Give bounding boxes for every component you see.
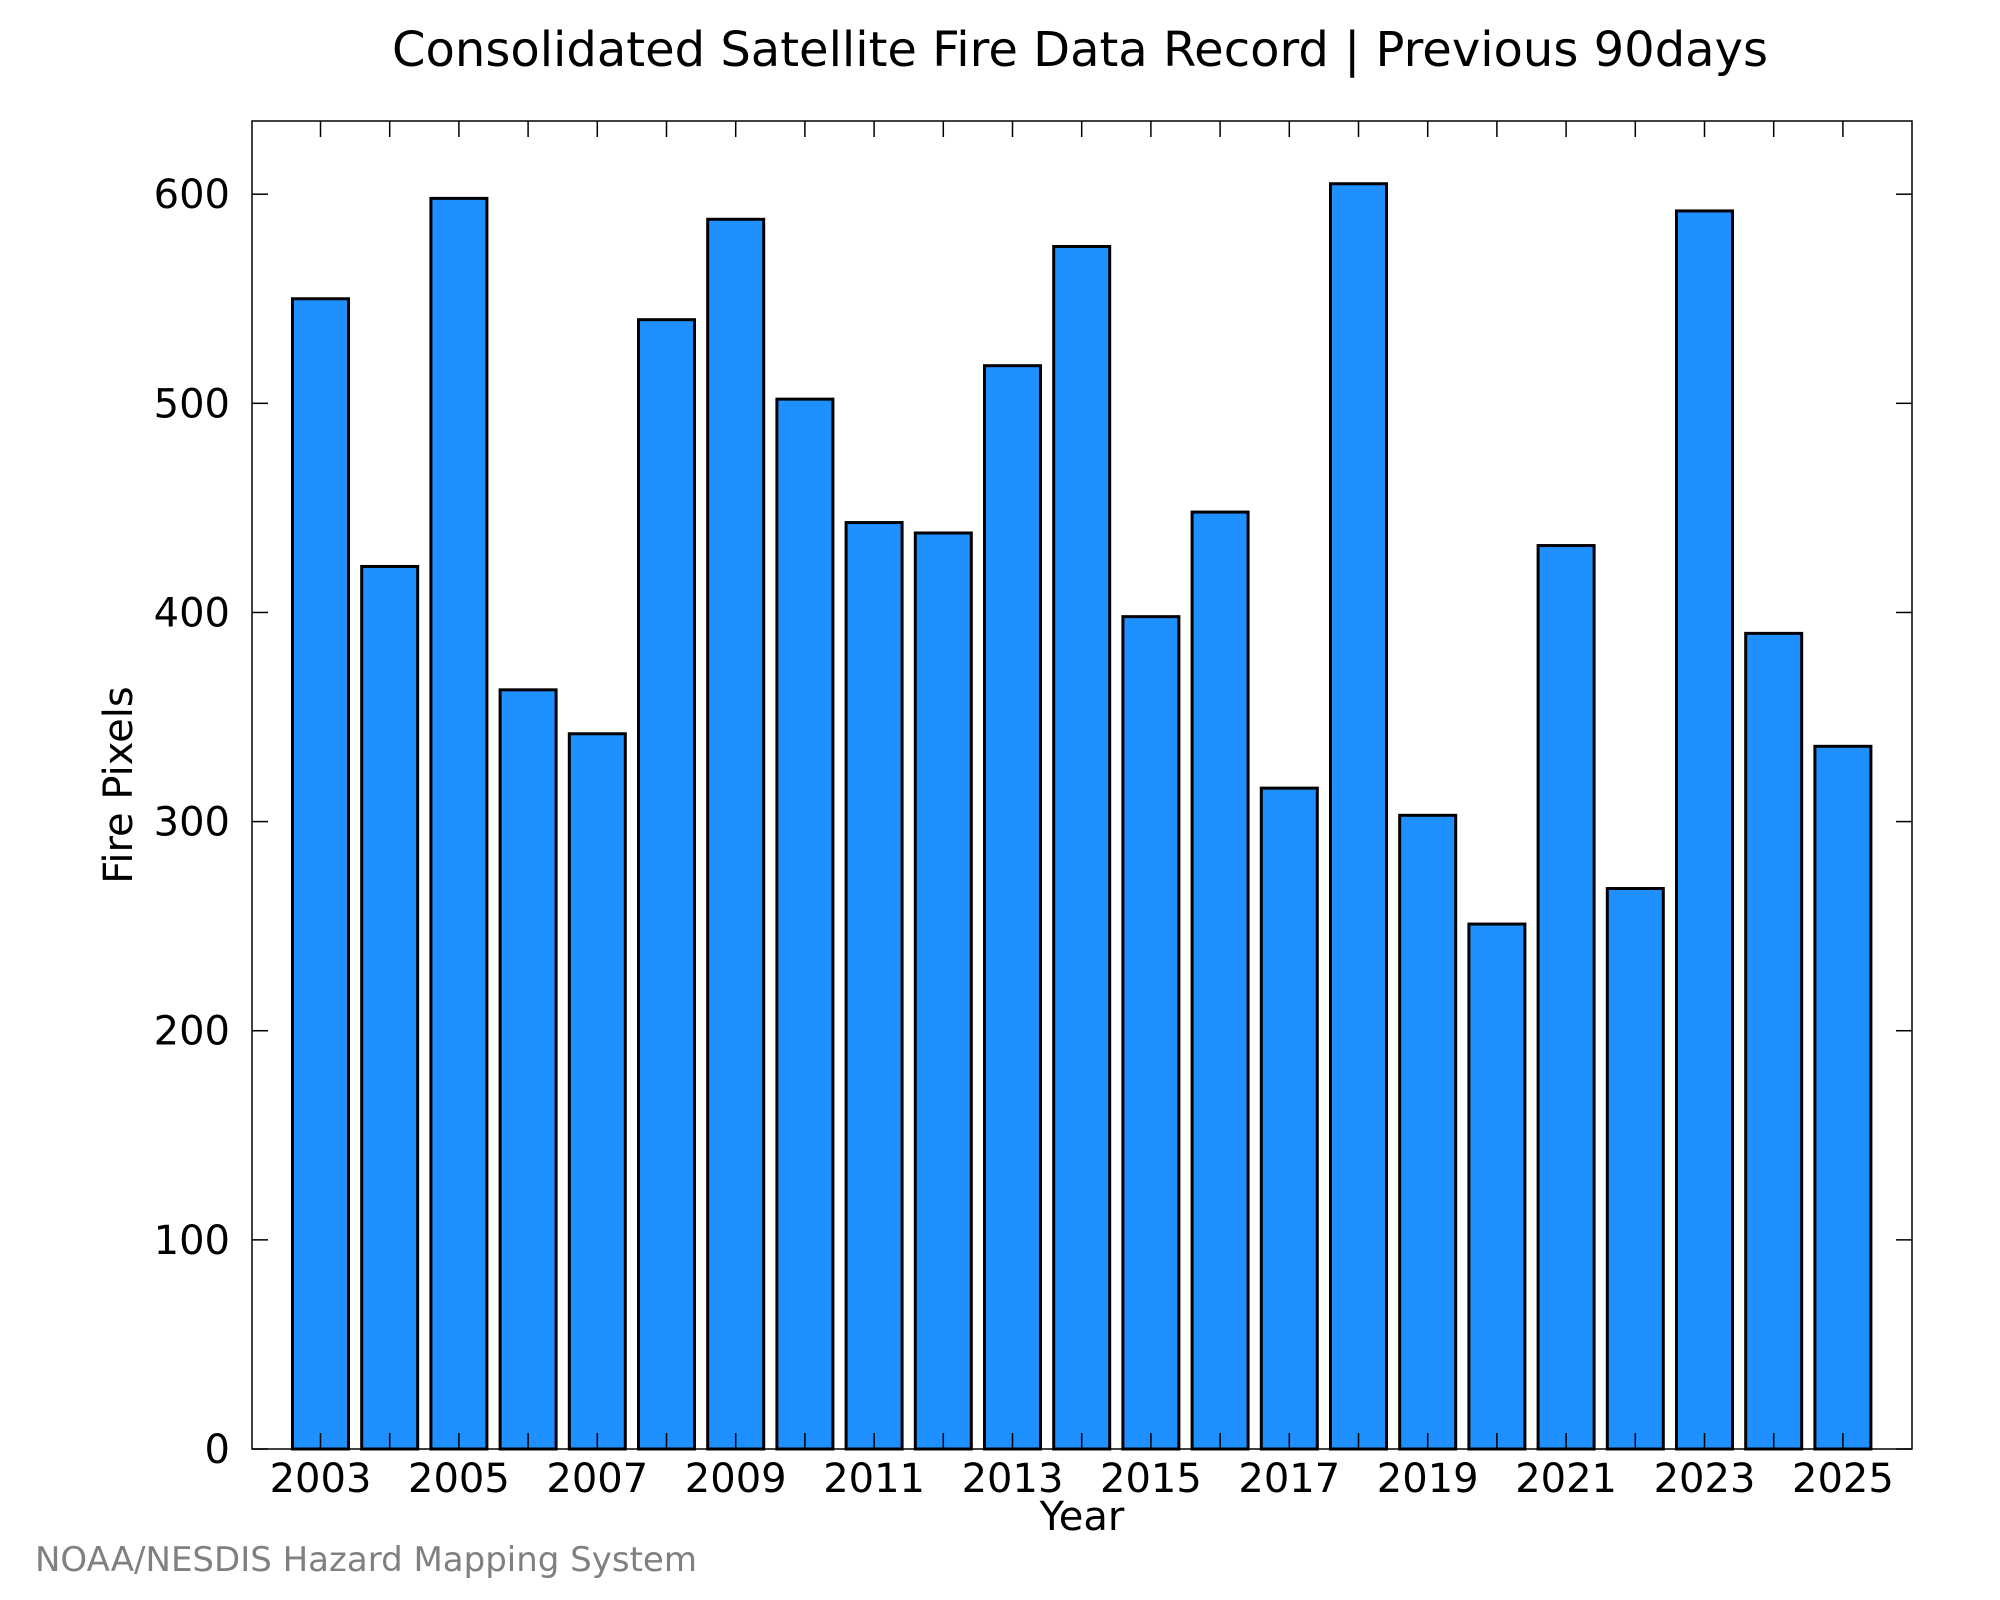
x-tick-label: 2007 — [546, 1456, 648, 1502]
bar-2006 — [498, 688, 558, 1451]
bar-2008 — [637, 318, 696, 1451]
y-tick-label: 600 — [154, 172, 230, 218]
x-tick-label: 2023 — [1654, 1456, 1756, 1502]
y-tick-label: 100 — [154, 1218, 230, 1264]
bar-2025 — [1813, 744, 1873, 1451]
x-axis-label: Year — [1039, 1494, 1125, 1540]
y-tick-label: 300 — [154, 800, 230, 846]
bar-2004 — [360, 564, 420, 1451]
bar-2010 — [775, 397, 835, 1451]
y-axis-label: Fire Pixels — [96, 686, 142, 883]
bar-2022 — [1605, 887, 1665, 1451]
x-ticks-group: 2003 2005 2007 2009 2011 2013 2015 2017 2019 2021… — [270, 121, 1894, 1502]
x-tick-label: 2015 — [1100, 1456, 1202, 1502]
bar-2018 — [1329, 182, 1388, 1451]
bar-2009 — [706, 217, 766, 1451]
bar-2019 — [1398, 813, 1458, 1451]
x-tick-label: 2005 — [408, 1456, 510, 1502]
bars-group — [291, 182, 1873, 1451]
bar-2024 — [1744, 631, 1804, 1451]
y-ticks-group: 0 100 200 300 400 500 600 — [154, 172, 1912, 1473]
bar-2012 — [913, 531, 973, 1451]
bar-2015 — [1121, 615, 1181, 1451]
x-tick-label: 2019 — [1377, 1456, 1479, 1502]
credit-text: NOAA/NESDIS Hazard Mapping System — [35, 1540, 697, 1580]
x-tick-label: 2017 — [1238, 1456, 1340, 1502]
x-tick-label: 2009 — [685, 1456, 787, 1502]
bar-2007 — [567, 732, 627, 1451]
y-tick-label: 0 — [205, 1427, 230, 1473]
bar-2005 — [429, 196, 489, 1451]
bar-2013 — [983, 364, 1042, 1451]
bar-2023 — [1675, 209, 1734, 1451]
chart-title: Consolidated Satellite Fire Data Record … — [392, 22, 1768, 78]
bar-2011 — [844, 521, 904, 1451]
x-tick-label: 2013 — [962, 1456, 1064, 1502]
y-tick-label: 200 — [154, 1009, 230, 1055]
x-tick-label: 2021 — [1515, 1456, 1617, 1502]
x-tick-label: 2011 — [823, 1456, 925, 1502]
y-tick-label: 500 — [154, 381, 230, 427]
x-tick-label: 2003 — [270, 1456, 372, 1502]
bar-2017 — [1259, 786, 1319, 1451]
bar-2014 — [1052, 244, 1112, 1451]
plot-area-frame — [251, 120, 1913, 1450]
bar-2020 — [1467, 922, 1527, 1451]
x-tick-label: 2025 — [1792, 1456, 1894, 1502]
bar-2003 — [291, 297, 350, 1451]
y-tick-label: 400 — [154, 590, 230, 636]
bar-2021 — [1536, 544, 1596, 1451]
bar-2016 — [1190, 510, 1250, 1451]
